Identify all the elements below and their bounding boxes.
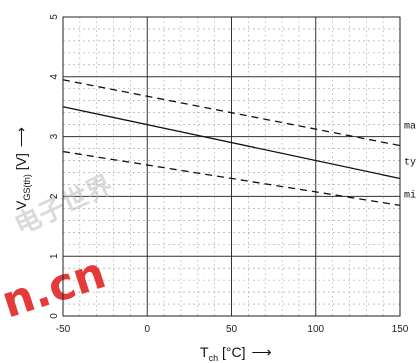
grid: [62, 16, 401, 317]
y-axis-label: VGS(th) [V]⟶: [13, 127, 32, 210]
series-typ-line: [62, 106, 401, 180]
series-labels: ma ty mi: [404, 122, 416, 202]
y-tick-label: 2: [49, 193, 60, 199]
y-tick-label: 5: [49, 14, 60, 20]
series-label-typ: ty: [404, 158, 416, 169]
x-tick-label: 0: [144, 324, 150, 335]
y-tick-label: 3: [49, 133, 60, 139]
plot-frame: [62, 16, 401, 317]
x-axis-label: Tch [°C] ⟶: [200, 344, 272, 363]
x-tick-label: 100: [307, 324, 324, 335]
series-label-max: ma: [404, 122, 416, 133]
y-tick-label: 1: [49, 253, 60, 259]
series-lines: [62, 79, 401, 207]
y-tick-label: 4: [49, 74, 60, 80]
x-tick-labels: -50 0 50 100 150: [56, 324, 409, 335]
series-label-min: mi: [404, 189, 416, 201]
series-min-line: [62, 150, 401, 207]
y-tick-label: 0: [49, 313, 60, 319]
x-tick-label: -50: [56, 324, 71, 335]
x-tick-label: 50: [226, 324, 238, 335]
series-max-line: [62, 79, 401, 147]
y-tick-labels: 0 1 2 3 4 5: [49, 14, 60, 319]
x-tick-label: 150: [392, 324, 409, 335]
